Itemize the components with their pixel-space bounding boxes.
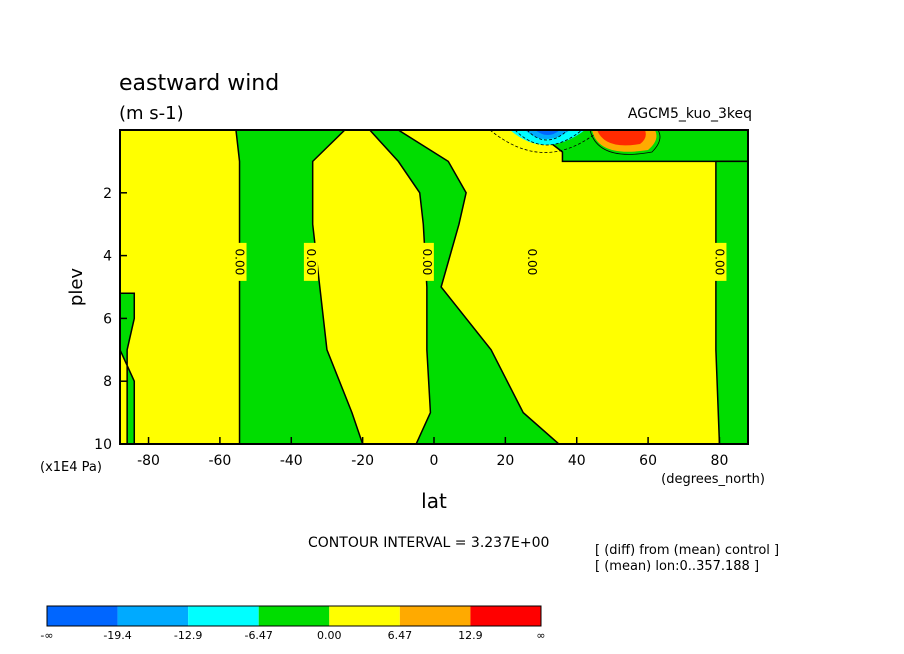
plot-area [120, 130, 748, 444]
x-tick-label: -60 [208, 453, 231, 469]
x-tick-label: -40 [280, 453, 303, 469]
y-axis-ticks: 2 4 6 8 10 [94, 186, 127, 453]
contour-label-4: 0.00 [712, 249, 726, 276]
x-tick-label: -80 [137, 453, 160, 469]
colorbar-swatch-5 [399, 606, 471, 626]
x-tick-label: 0 [430, 453, 439, 469]
experiment-label: AGCM5_kuo_3keq [628, 106, 752, 122]
x-tick-label: -20 [351, 453, 374, 469]
y-tick-label: 10 [94, 437, 112, 453]
colorbar-label-3: -6.47 [244, 629, 272, 642]
contour-label-bg-4 [712, 242, 727, 281]
y-tick-label: 2 [103, 186, 112, 202]
x-axis-ticks: -80 -60 -40 -20 0 20 40 60 80 [137, 437, 728, 469]
colorbar-swatch-1 [117, 606, 189, 626]
y-tick-label: 8 [103, 374, 112, 390]
note-diff: [ (diff) from (mean) control ] [595, 543, 779, 558]
colorbar-swatch-4 [329, 606, 400, 626]
chart-units: (m s-1) [119, 103, 184, 124]
negative-region-4 [715, 160, 748, 444]
y-axis-label: plev [66, 268, 87, 307]
colorbar-label-2: -12.9 [174, 629, 202, 642]
contour-label-bg-0 [232, 242, 247, 281]
x-axis-units: (degrees_north) [661, 472, 765, 487]
x-tick-label: 40 [568, 453, 586, 469]
negative-region-0 [120, 292, 136, 444]
colorbar-label-7: ∞ [536, 629, 545, 642]
y-tick-label: 6 [103, 311, 112, 327]
colorbar-label-5: 6.47 [388, 629, 413, 642]
chart-title: eastward wind [119, 71, 279, 96]
contour-interval: CONTOUR INTERVAL = 3.237E+00 [308, 535, 549, 551]
colorbar-swatch-6 [470, 606, 541, 626]
contour-label-bg-2 [419, 242, 434, 281]
colorbar-swatch-2 [188, 606, 259, 626]
colorbar-swatch-0 [47, 606, 118, 626]
negative-peak [489, 130, 601, 153]
colorbar-label-6: 12.9 [458, 629, 483, 642]
x-tick-label: 80 [711, 453, 729, 469]
contour-label-1: 0.00 [304, 249, 318, 276]
contour-label-0: 0.00 [233, 249, 247, 276]
colorbar: -∞ -19.4 -12.9 -6.47 0.00 6.47 12.9 ∞ [40, 605, 546, 642]
negative-region-2 [368, 130, 561, 444]
y-axis-units: (x1E4 Pa) [40, 460, 102, 475]
note-mean: [ (mean) lon:0..357.188 ] [595, 559, 759, 574]
x-axis-label: lat [421, 489, 447, 513]
contour-label-bg-3 [525, 242, 540, 281]
contour-label-3: 0.00 [525, 249, 539, 276]
colorbar-swatch-3 [258, 606, 330, 626]
contour-label-bg-1 [303, 242, 318, 281]
negative-regions [120, 130, 748, 444]
positive-peak [589, 130, 661, 155]
x-tick-label: 60 [639, 453, 657, 469]
colorbar-label-4: 0.00 [317, 629, 342, 642]
y-tick-label: 4 [103, 249, 112, 265]
colorbar-label-0: -∞ [40, 629, 53, 642]
x-tick-label: 20 [496, 453, 514, 469]
zero-contour-labels: 0.00 0.00 0.00 0.00 0.00 [232, 242, 727, 281]
colorbar-label-1: -19.4 [103, 629, 131, 642]
contour-label-2: 0.00 [420, 249, 434, 276]
colorbar-frame [46, 605, 542, 627]
